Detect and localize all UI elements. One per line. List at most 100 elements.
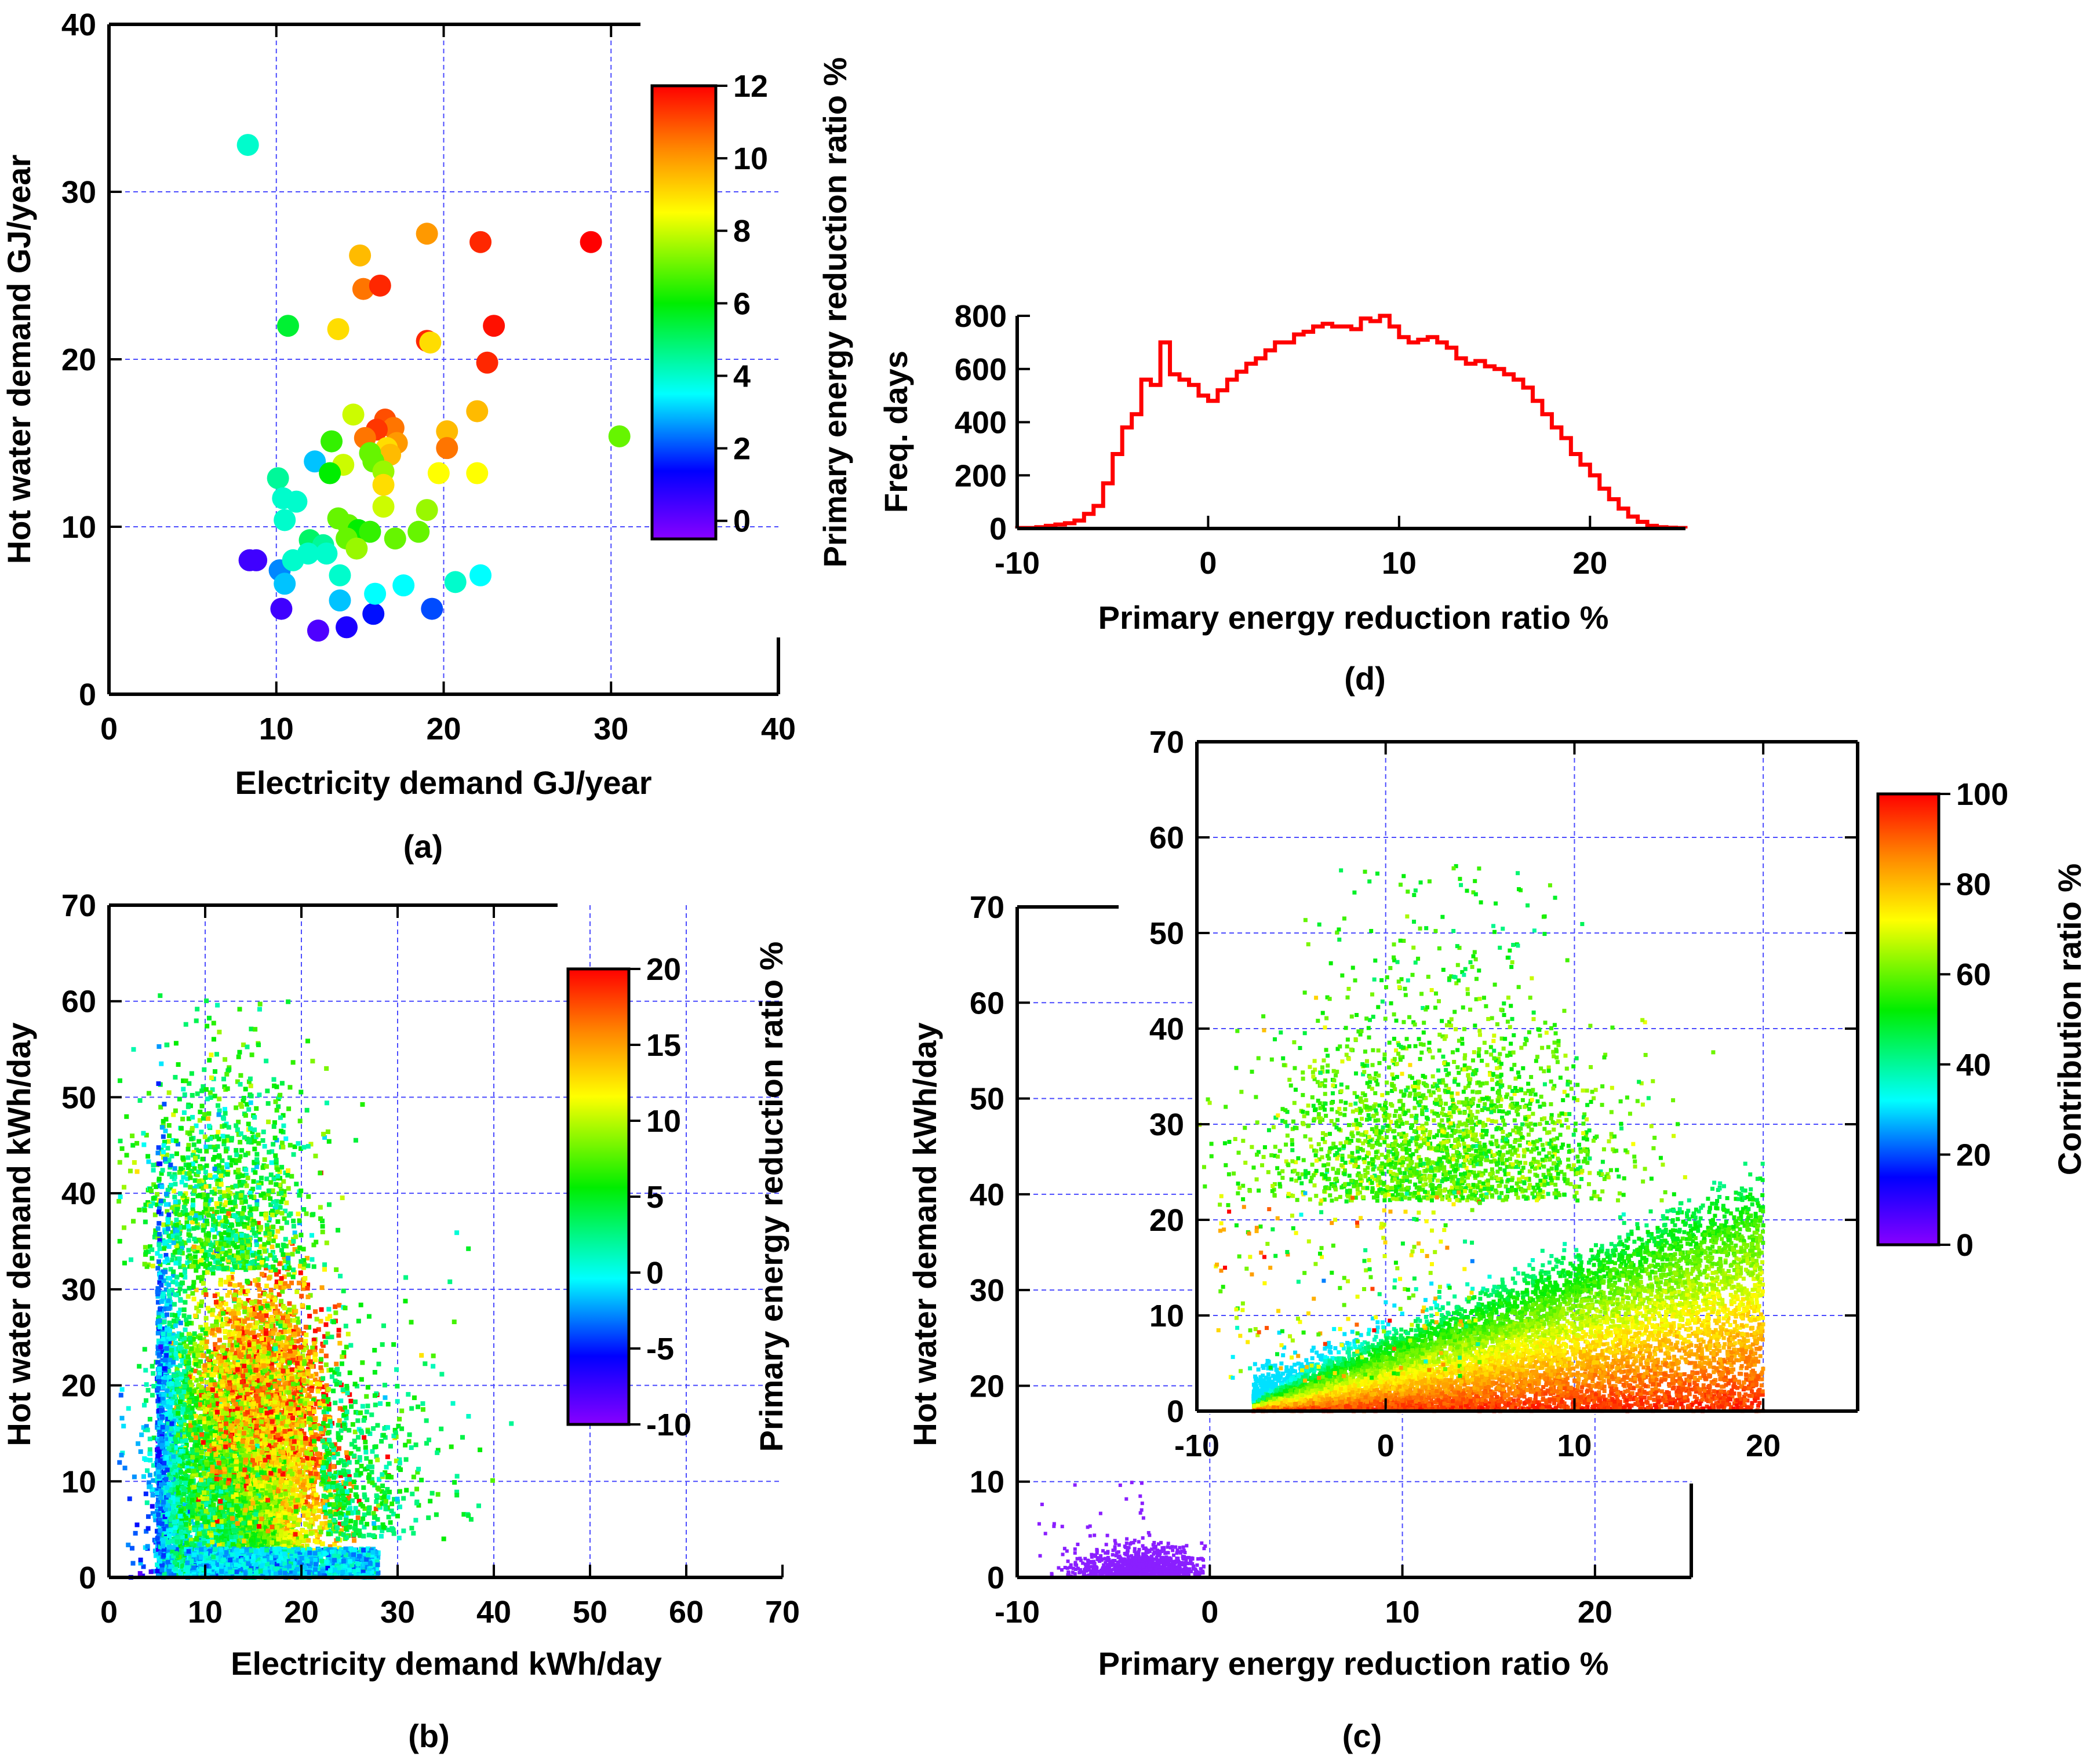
b-data-point [205, 1468, 210, 1473]
b-data-point [232, 1530, 238, 1535]
b-data-point [250, 1473, 255, 1478]
b-data-point [336, 1328, 341, 1333]
b-data-point [337, 1521, 343, 1526]
b-data-point [306, 1483, 311, 1488]
b-data-point [122, 1466, 128, 1471]
b-data-point [118, 1393, 123, 1398]
b-data-point [151, 1371, 156, 1376]
b-data-point [312, 1345, 318, 1350]
a-data-point [329, 564, 351, 586]
b-data-point [304, 1534, 309, 1539]
b-data-point [292, 1519, 297, 1524]
b-data-point [300, 1368, 305, 1373]
b-data-point [198, 1459, 203, 1464]
b-data-point [286, 1523, 292, 1528]
b-data-point [299, 1490, 304, 1495]
a-data-point [319, 462, 341, 484]
a-xtick-label: 30 [594, 712, 628, 746]
b-data-point [196, 1437, 202, 1442]
b-data-point [151, 1478, 156, 1483]
b-data-point [117, 1460, 122, 1465]
a-colorbar-tick-label: 8 [733, 214, 751, 249]
b-data-point [147, 1447, 152, 1452]
b-data-point [300, 1528, 305, 1533]
b-data-point [198, 1325, 203, 1330]
b-data-point [323, 1514, 328, 1519]
b-data-point [170, 1408, 175, 1413]
b-data-point [316, 1540, 322, 1545]
b-data-point [307, 1524, 312, 1529]
b-data-point [206, 1526, 211, 1532]
b-data-point [271, 1485, 276, 1490]
b-data-point [141, 1425, 146, 1430]
b-data-point [273, 1450, 278, 1456]
a-colorbar [650, 84, 718, 541]
b-data-point [199, 1397, 204, 1402]
b-data-point [273, 1495, 278, 1500]
b-data-point [347, 1474, 352, 1479]
b-data-point [315, 1433, 321, 1438]
b-data-point [180, 1426, 185, 1431]
b-data-point [195, 1510, 201, 1515]
b-data-point [303, 1529, 308, 1535]
a-data-point [436, 437, 458, 460]
b-data-point [144, 1382, 149, 1387]
b-data-point [186, 1390, 191, 1395]
b-data-point [260, 1511, 265, 1517]
b-data-point [235, 1513, 241, 1518]
b-data-point [327, 1544, 333, 1549]
b-data-point [221, 1535, 227, 1540]
b-data-point [147, 1473, 152, 1478]
b-data-point [143, 1368, 148, 1373]
a-data-point [359, 520, 381, 543]
a-data-point [245, 549, 268, 571]
b-data-point [314, 1539, 319, 1544]
b-data-point [239, 1487, 245, 1492]
b-data-point [224, 1401, 230, 1406]
a-data-point [285, 490, 308, 513]
b-data-point [319, 1521, 325, 1526]
b-data-point [308, 1504, 313, 1509]
a-data-point [364, 582, 387, 605]
b-data-point [163, 1445, 168, 1450]
b-data-point [188, 1535, 193, 1540]
b-data-point [142, 1347, 147, 1352]
b-data-point [290, 1539, 295, 1544]
b-data-point [347, 1481, 352, 1486]
b-data-point [256, 1333, 261, 1338]
a-data-point [274, 573, 296, 595]
b-data-point [323, 1437, 328, 1442]
b-data-point [312, 1508, 317, 1514]
a-data-point [352, 278, 374, 300]
b-data-point [253, 1529, 259, 1535]
b-data-point [239, 1478, 244, 1483]
b-data-point [150, 1493, 155, 1498]
b-data-point [362, 1435, 367, 1440]
b-data-point [285, 1541, 290, 1546]
b-data-point [231, 1481, 236, 1486]
a-data-point [384, 527, 406, 550]
b-data-point [227, 1343, 232, 1348]
b-data-point [306, 1538, 311, 1543]
a-y-axis-label: Hot water demand GJ/year [1, 155, 37, 564]
b-data-point [188, 1420, 193, 1426]
a-data-point [345, 537, 368, 560]
a-data-point [469, 564, 492, 586]
b-data-point [208, 1507, 213, 1512]
b-data-point [150, 1393, 155, 1398]
b-data-point [263, 1520, 268, 1525]
b-data-point [145, 1427, 150, 1433]
b-data-point [240, 1512, 245, 1517]
b-data-point [148, 1457, 153, 1463]
a-data-point [392, 574, 415, 597]
b-data-point [143, 1491, 148, 1496]
b-data-point [198, 1472, 203, 1477]
b-data-point [305, 1282, 311, 1288]
b-data-point [301, 1431, 307, 1437]
b-data-point [223, 1302, 228, 1307]
b-data-point [200, 1464, 205, 1470]
a-colorbar-tick-label: 6 [733, 286, 751, 321]
b-data-point [314, 1496, 319, 1501]
b-data-point [150, 1487, 155, 1492]
